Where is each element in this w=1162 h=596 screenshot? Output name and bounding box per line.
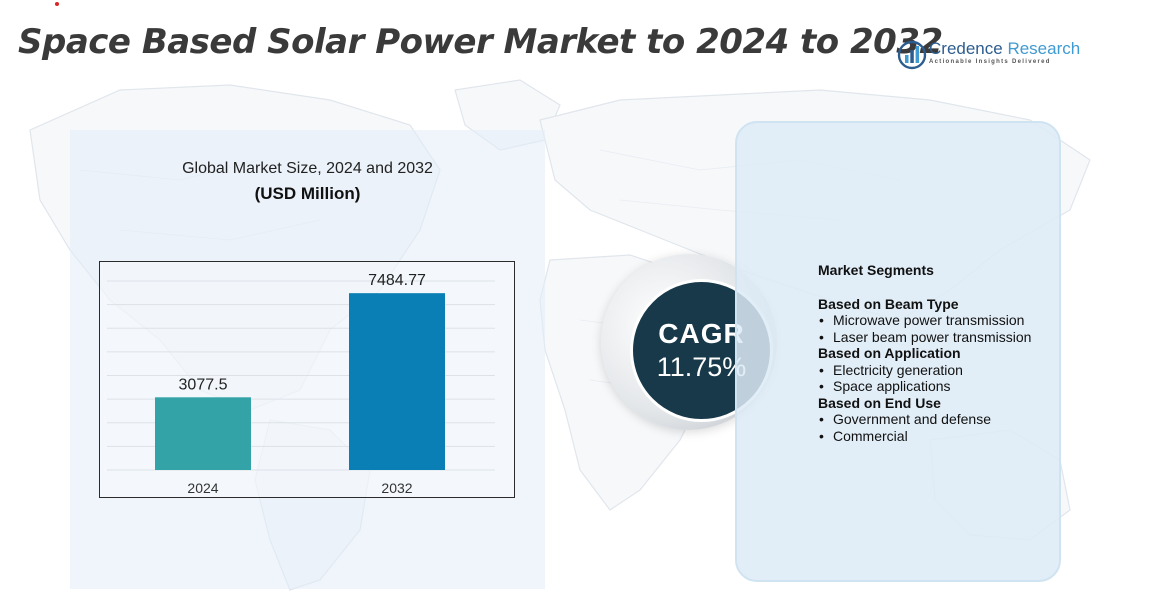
segment-item: Space applications bbox=[818, 378, 1058, 395]
bar-value-label: 7484.77 bbox=[368, 272, 426, 289]
segment-group-beam-type: Based on Beam Type Microwave power trans… bbox=[818, 296, 1058, 346]
segment-item: Microwave power transmission bbox=[818, 312, 1058, 329]
cagr-value: 11.75% bbox=[656, 352, 747, 382]
segments-card bbox=[735, 121, 1061, 582]
segment-group-title: Based on End Use bbox=[818, 394, 941, 411]
segment-item: Government and defense bbox=[818, 411, 1058, 428]
category-label: 2024 bbox=[187, 480, 218, 496]
bars bbox=[155, 293, 445, 470]
bar-value-label: 3077.5 bbox=[179, 376, 228, 393]
bar-2024 bbox=[155, 397, 251, 470]
page-title: Space Based Solar Power Market to 2024 t… bbox=[18, 22, 943, 62]
chart-subtitle: (USD Million) bbox=[254, 184, 361, 203]
logo-tagline: Actionable Insights Delivered bbox=[929, 59, 1051, 65]
category-label: 2032 bbox=[381, 480, 412, 496]
segment-list: Electricity generation Space application… bbox=[818, 362, 1058, 395]
segment-group-title: Based on Beam Type bbox=[818, 295, 959, 312]
bar-chart-globe-icon bbox=[897, 40, 927, 70]
bar-2032 bbox=[349, 293, 445, 470]
value-labels: 3077.5 7484.77 bbox=[179, 272, 426, 393]
red-marker-dot bbox=[55, 2, 59, 6]
segment-group-end-use: Based on End Use Government and defense … bbox=[818, 395, 1058, 445]
logo-name-part2: Research bbox=[1007, 39, 1081, 58]
segment-list: Government and defense Commercial bbox=[818, 411, 1058, 444]
chart-panel bbox=[70, 130, 545, 589]
segment-item: Laser beam power transmission bbox=[818, 329, 1058, 346]
market-segments: Market Segments Based on Beam Type Micro… bbox=[818, 262, 1058, 444]
bar-chart: 3077.5 7484.77 2024 2032 bbox=[99, 261, 515, 498]
category-labels: 2024 2032 bbox=[187, 480, 412, 496]
segments-heading: Market Segments bbox=[818, 262, 934, 278]
segment-group-application: Based on Application Electricity generat… bbox=[818, 345, 1058, 395]
segment-group-title: Based on Application bbox=[818, 345, 961, 361]
segment-list: Microwave power transmission Laser beam … bbox=[818, 312, 1058, 345]
credence-research-logo[interactable]: Credence Research Actionable Insights De… bbox=[897, 38, 1087, 72]
segment-item: Commercial bbox=[818, 428, 1058, 445]
logo-name: Credence Research bbox=[929, 39, 1080, 59]
chart-title: Global Market Size, 2024 and 2032 bbox=[182, 160, 433, 177]
logo-name-part1: Credence bbox=[929, 39, 1003, 58]
cagr-label: CAGR bbox=[658, 318, 745, 349]
segment-item: Electricity generation bbox=[818, 362, 1058, 379]
